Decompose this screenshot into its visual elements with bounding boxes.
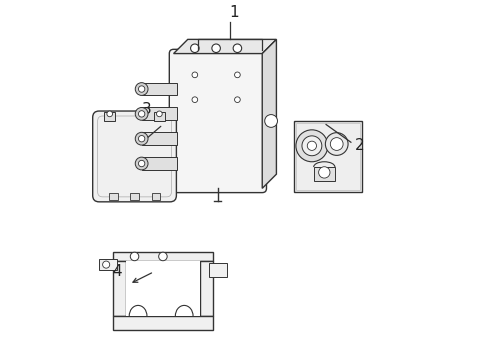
Circle shape [138, 135, 144, 142]
Bar [142, 132, 177, 145]
Circle shape [138, 111, 144, 117]
Bar [109, 193, 117, 200]
Circle shape [135, 157, 148, 170]
Circle shape [192, 97, 197, 103]
Circle shape [306, 141, 316, 150]
Bar [142, 108, 177, 120]
Circle shape [234, 97, 240, 103]
Circle shape [158, 252, 167, 261]
Circle shape [330, 138, 343, 150]
Circle shape [302, 136, 321, 156]
Bar [294, 121, 361, 192]
Bar [142, 157, 177, 170]
Text: 2: 2 [354, 138, 364, 153]
Circle shape [138, 160, 144, 167]
Circle shape [102, 261, 109, 268]
Bar [208, 263, 226, 277]
Polygon shape [125, 261, 200, 316]
Circle shape [138, 86, 144, 92]
Bar [295, 123, 359, 190]
Circle shape [135, 108, 148, 120]
Circle shape [130, 252, 139, 261]
Polygon shape [113, 261, 125, 316]
FancyBboxPatch shape [93, 111, 176, 202]
Bar [313, 167, 334, 181]
Bar [151, 193, 160, 200]
Circle shape [234, 72, 240, 78]
Polygon shape [262, 39, 276, 188]
Text: 4: 4 [112, 264, 122, 279]
Bar [154, 112, 164, 121]
FancyBboxPatch shape [169, 49, 266, 193]
Polygon shape [113, 252, 212, 261]
Circle shape [233, 44, 241, 53]
Polygon shape [173, 39, 276, 54]
Bar [99, 259, 117, 270]
Circle shape [190, 44, 199, 53]
Circle shape [156, 111, 162, 117]
Polygon shape [113, 316, 212, 330]
Circle shape [325, 133, 347, 156]
Text: 1: 1 [228, 5, 238, 20]
Circle shape [135, 132, 148, 145]
Bar [104, 112, 115, 121]
Bar [130, 193, 139, 200]
Circle shape [107, 111, 112, 117]
Bar [142, 83, 177, 95]
Circle shape [318, 167, 329, 178]
Circle shape [192, 72, 197, 78]
Circle shape [135, 83, 148, 95]
Circle shape [264, 114, 277, 127]
Text: 3: 3 [142, 102, 151, 117]
Circle shape [211, 44, 220, 53]
Circle shape [295, 130, 327, 162]
Polygon shape [200, 261, 212, 316]
